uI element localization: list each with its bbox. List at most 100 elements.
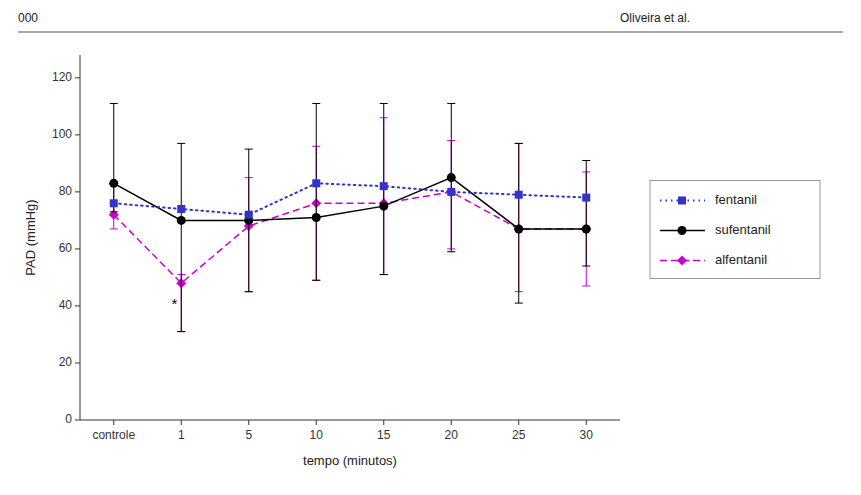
error-cap	[312, 103, 320, 104]
y-axis-label: PAD (mmHg)	[23, 199, 38, 275]
error-cap	[177, 331, 185, 332]
error-cap	[380, 103, 388, 104]
point	[582, 194, 590, 202]
y-tick-label: 80	[59, 184, 73, 198]
series-line	[114, 178, 587, 229]
error-cap	[380, 274, 388, 275]
point	[110, 199, 118, 207]
x-tick	[383, 420, 384, 425]
error-bar	[380, 103, 388, 274]
y-tick-label: 0	[65, 412, 72, 426]
x-axis-label: tempo (minutos)	[303, 453, 397, 468]
series-1	[109, 103, 591, 331]
header-text: 000	[18, 11, 38, 25]
error-cap	[110, 211, 118, 212]
series-line	[114, 192, 587, 283]
error-cap	[245, 291, 253, 292]
error-cap	[582, 285, 590, 286]
error-cap	[110, 103, 118, 104]
x-tick-label: 20	[445, 428, 459, 442]
error-bar	[582, 161, 590, 267]
error-stem	[586, 161, 587, 267]
x-tick	[248, 420, 249, 425]
y-tick	[75, 420, 80, 421]
point	[447, 188, 455, 196]
point	[581, 224, 591, 234]
point	[245, 211, 253, 219]
error-bar	[110, 103, 118, 211]
series-line	[114, 183, 587, 214]
y-tick-label: 40	[59, 298, 73, 312]
error-bar	[177, 143, 185, 331]
point	[514, 224, 523, 233]
error-cap	[515, 143, 523, 144]
x-tick-label: controle	[92, 428, 135, 442]
point	[380, 182, 388, 190]
x-tick	[586, 420, 587, 425]
y-tick-label: 120	[52, 70, 72, 84]
y-tick	[75, 248, 80, 249]
series-0	[110, 179, 591, 218]
x-tick-label: 15	[377, 428, 391, 442]
y-tick	[75, 191, 80, 192]
legend-label: alfentanil	[715, 252, 767, 267]
header-text: Oliveira et al.	[620, 11, 690, 25]
error-bar	[312, 103, 320, 280]
error-cap	[582, 160, 590, 161]
error-stem	[518, 143, 519, 303]
error-cap	[312, 280, 320, 281]
x-tick	[451, 420, 452, 425]
legend-marker	[677, 256, 687, 266]
error-cap	[177, 143, 185, 144]
y-tick-label: 20	[59, 355, 73, 369]
error-cap	[110, 228, 118, 229]
point	[447, 173, 456, 182]
error-cap	[312, 280, 320, 281]
y-tick-label: 100	[52, 127, 72, 141]
legend-marker	[678, 226, 687, 235]
error-stem	[181, 143, 182, 331]
point	[515, 191, 523, 199]
x-axis	[80, 420, 620, 421]
error-cap	[515, 303, 523, 304]
x-tick	[316, 420, 317, 425]
x-tick-label: 10	[310, 428, 324, 442]
y-tick	[75, 305, 80, 306]
error-bar	[447, 103, 455, 251]
y-tick	[75, 77, 80, 78]
x-tick-label: 5	[245, 428, 252, 442]
x-tick-label: 1	[178, 428, 185, 442]
point	[446, 187, 456, 197]
point	[582, 224, 591, 233]
x-tick	[181, 420, 182, 425]
plot-area	[109, 103, 592, 331]
y-axis	[80, 55, 81, 420]
x-tick-label: 25	[512, 428, 526, 442]
error-cap	[447, 251, 455, 252]
error-cap	[447, 103, 455, 104]
error-cap	[245, 291, 253, 292]
legend-label: sufentanil	[715, 222, 771, 237]
y-tick	[75, 134, 80, 135]
y-tick-label: 60	[59, 241, 73, 255]
error-cap	[245, 149, 253, 150]
annotation: *	[171, 295, 177, 312]
x-tick-label: 30	[580, 428, 594, 442]
point	[177, 205, 185, 213]
point	[177, 216, 186, 225]
error-cap	[177, 331, 185, 332]
error-stem	[113, 103, 114, 211]
header-rule	[18, 32, 843, 33]
x-tick	[113, 420, 114, 425]
legend: fentanilsufentanilalfentanil	[650, 181, 820, 279]
error-cap	[515, 143, 523, 144]
error-bar	[245, 149, 253, 292]
error-cap	[582, 266, 590, 267]
legend-frame	[650, 181, 820, 279]
series-2	[109, 118, 592, 332]
error-cap	[380, 274, 388, 275]
error-bar	[515, 143, 523, 303]
point	[109, 179, 118, 188]
x-tick	[518, 420, 519, 425]
point	[312, 179, 320, 187]
